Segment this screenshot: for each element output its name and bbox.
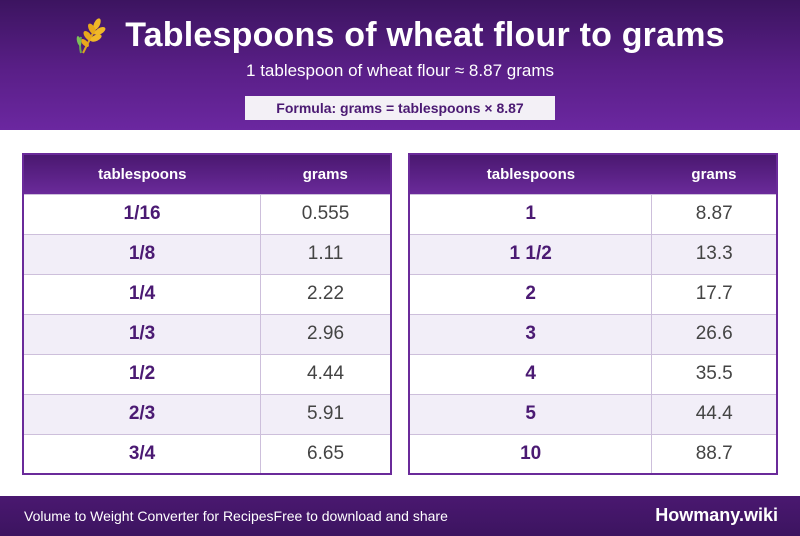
column-header-tablespoons: tablespoons <box>23 154 261 194</box>
grams-cell: 8.87 <box>651 193 777 234</box>
grams-cell: 0.555 <box>260 193 391 234</box>
column-header-grams: grams <box>651 154 777 194</box>
grams-cell: 35.5 <box>651 353 777 394</box>
table-row: 2 17.7 <box>409 273 777 314</box>
table-row: 1/4 2.22 <box>23 273 391 314</box>
tablespoons-cell: 2 <box>409 273 653 314</box>
tablespoons-cell: 1 1/2 <box>409 233 653 274</box>
grams-cell: 1.11 <box>260 233 391 274</box>
grams-cell: 4.44 <box>260 353 391 394</box>
tablespoons-cell: 10 <box>409 433 653 474</box>
table-row: 5 44.4 <box>409 393 777 434</box>
table-header-row: tablespoons grams <box>409 154 777 194</box>
column-header-tablespoons: tablespoons <box>409 154 652 194</box>
grams-cell: 17.7 <box>651 273 777 314</box>
table-row: 1 1/2 13.3 <box>409 233 777 274</box>
table-row: 1/16 0.555 <box>23 193 391 234</box>
tablespoons-cell: 1/8 <box>23 233 262 274</box>
header: Tablespoons of wheat flour to grams 1 ta… <box>0 0 800 130</box>
table-row: 3 26.6 <box>409 313 777 354</box>
conversion-table-right: tablespoons grams 1 8.87 1 1/2 13.3 2 17… <box>408 153 778 475</box>
table-row: 1 8.87 <box>409 193 777 234</box>
title-row: Tablespoons of wheat flour to grams <box>0 10 800 60</box>
grams-cell: 2.96 <box>260 313 391 354</box>
table-row: 2/3 5.91 <box>23 393 391 434</box>
table-row: 3/4 6.65 <box>23 433 391 474</box>
grams-cell: 6.65 <box>260 433 391 474</box>
table-row: 1/3 2.96 <box>23 313 391 354</box>
tablespoons-cell: 5 <box>409 393 653 434</box>
tablespoons-cell: 3 <box>409 313 653 354</box>
tablespoons-cell: 1/3 <box>23 313 262 354</box>
brand-logo-text[interactable]: Howmany.wiki <box>655 505 778 525</box>
tablespoons-cell: 1/2 <box>23 353 262 394</box>
table-row: 1/8 1.11 <box>23 233 391 274</box>
table-row: 1/2 4.44 <box>23 353 391 394</box>
wheat-icon <box>76 18 106 54</box>
tablespoons-cell: 1/4 <box>23 273 262 314</box>
tablespoons-cell: 4 <box>409 353 653 394</box>
footer-tagline: Volume to Weight Converter for Recipes <box>24 508 274 524</box>
grams-cell: 5.91 <box>260 393 391 434</box>
page-title: Tablespoons of wheat flour to grams <box>125 15 725 54</box>
grams-cell: 88.7 <box>651 433 777 474</box>
tablespoons-cell: 1 <box>409 193 653 234</box>
footer: Volume to Weight Converter for RecipesFr… <box>0 496 800 536</box>
grams-cell: 13.3 <box>651 233 777 274</box>
table-header-row: tablespoons grams <box>23 154 391 194</box>
footer-share-text: Free to download and share <box>273 508 448 524</box>
page-subtitle: 1 tablespoon of wheat flour ≈ 8.87 grams <box>246 61 554 80</box>
grams-cell: 44.4 <box>651 393 777 434</box>
grams-cell: 2.22 <box>260 273 391 314</box>
footer-text: Volume to Weight Converter for RecipesFr… <box>24 508 448 524</box>
tablespoons-cell: 3/4 <box>23 433 262 474</box>
table-row: 10 88.7 <box>409 433 777 474</box>
formula-box: Formula: grams = tablespoons × 8.87 <box>245 96 555 120</box>
column-header-grams: grams <box>260 154 391 194</box>
conversion-table-left: tablespoons grams 1/16 0.555 1/8 1.11 1/… <box>22 153 392 475</box>
table-row: 4 35.5 <box>409 353 777 394</box>
grams-cell: 26.6 <box>651 313 777 354</box>
tablespoons-cell: 1/16 <box>23 193 262 234</box>
tablespoons-cell: 2/3 <box>23 393 262 434</box>
